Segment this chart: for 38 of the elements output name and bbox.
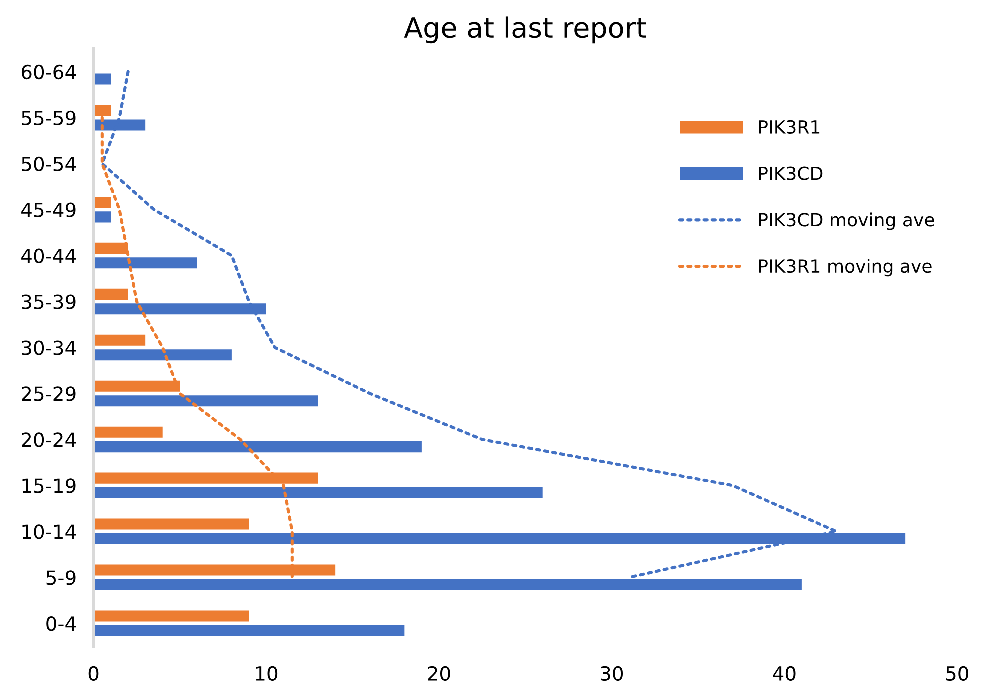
bar [94, 288, 128, 300]
y-tick-label: 30-34 [22, 340, 76, 356]
bar [94, 518, 250, 530]
y-tick-label: 45-49 [22, 202, 76, 218]
chart-title: Age at last report [404, 16, 646, 44]
bar [94, 258, 198, 269]
y-tick-label: 40-44 [22, 248, 76, 264]
bar [94, 426, 163, 438]
y-tick-label: 60-64 [22, 64, 76, 80]
x-tick-label: 0 [88, 666, 99, 682]
bar [94, 625, 405, 636]
x-tick-label: 40 [773, 666, 796, 682]
bar [94, 488, 543, 499]
y-tick-label: 35-39 [22, 294, 76, 310]
legend-label: PIK3R1 moving ave [759, 259, 932, 277]
x-tick-label: 20 [428, 666, 450, 682]
bar [94, 212, 112, 223]
y-tick-label: 15-19 [22, 478, 76, 494]
y-tick-label: 0-4 [46, 616, 76, 632]
legend-label: PIK3R1 [759, 120, 820, 134]
bar [94, 334, 146, 346]
bar [94, 350, 232, 361]
bar [94, 74, 112, 85]
y-tick-label: 25-29 [22, 386, 76, 402]
y-tick-label: 20-24 [22, 432, 76, 448]
bar [94, 610, 250, 622]
x-tick-label: 50 [946, 666, 968, 682]
x-tick-label: 30 [601, 666, 624, 682]
legend-label: PIK3CD [759, 166, 823, 180]
x-tick-label: 10 [256, 666, 278, 682]
y-tick-label: 5-9 [46, 570, 76, 586]
y-tick-label: 50-54 [22, 156, 76, 172]
y-tick-label: 10-14 [22, 524, 76, 540]
bar [94, 442, 422, 453]
legend-label: PIK3CD moving ave [759, 212, 934, 230]
bar [94, 196, 112, 208]
bar [94, 396, 318, 407]
y-tick-label: 55-59 [22, 110, 76, 126]
